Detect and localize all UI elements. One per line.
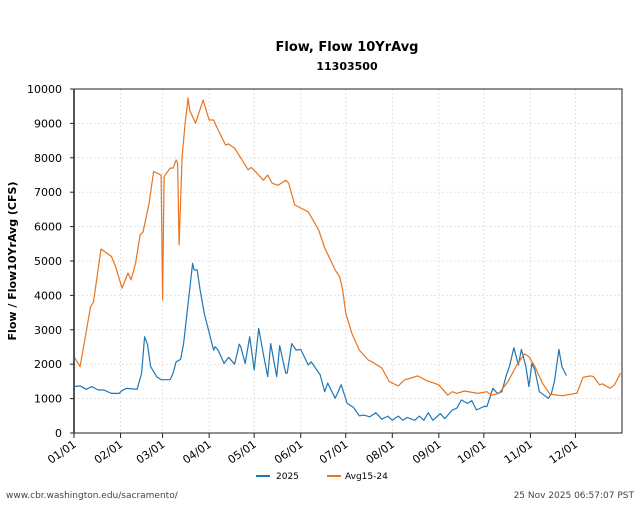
footer-url: www.cbr.washington.edu/sacramento/ xyxy=(6,491,179,501)
footer-timestamp: 25 Nov 2025 06:57:07 PST xyxy=(514,491,635,501)
grid-lines xyxy=(74,89,622,433)
y-axis-ticks: 0 1000 2000 3000 4000 5000 6000 7000 8000 9000 100… xyxy=(27,83,74,440)
y-tick-label: 1000 xyxy=(34,393,62,406)
legend: 2025 Avg15-24 xyxy=(256,472,388,482)
y-tick-label: 6000 xyxy=(34,221,62,234)
y-axis-label: Flow / Flow10YrAvg (CFS) xyxy=(6,182,19,341)
x-tick-label: 06/01 xyxy=(272,438,305,467)
series-line-2025 xyxy=(73,262,567,421)
x-tick-label: 10/01 xyxy=(455,438,488,467)
y-tick-label: 0 xyxy=(55,427,62,440)
x-tick-label: 04/01 xyxy=(180,438,213,467)
x-tick-label: 05/01 xyxy=(225,438,258,467)
series-line-avg15-24 xyxy=(73,97,622,397)
y-tick-label: 4000 xyxy=(34,289,62,302)
y-tick-label: 9000 xyxy=(34,117,62,130)
y-tick-label: 2000 xyxy=(34,358,62,371)
x-tick-label: 09/01 xyxy=(410,438,443,467)
plot-frame xyxy=(73,88,623,434)
chart-subtitle: 11303500 xyxy=(316,60,378,73)
series-lines xyxy=(73,97,622,421)
y-tick-label: 7000 xyxy=(34,186,62,199)
x-tick-label: 02/01 xyxy=(92,438,125,467)
y-tick-label: 5000 xyxy=(34,255,62,268)
x-tick-label: 11/01 xyxy=(502,438,535,467)
legend-label-avg: Avg15-24 xyxy=(345,472,388,482)
y-tick-label: 3000 xyxy=(34,324,62,337)
legend-label-2025: 2025 xyxy=(276,472,299,482)
y-tick-label: 10000 xyxy=(27,83,62,96)
x-tick-label: 03/01 xyxy=(134,438,167,467)
x-tick-label: 12/01 xyxy=(547,438,580,467)
x-tick-label: 07/01 xyxy=(317,438,350,467)
y-tick-label: 8000 xyxy=(34,152,62,165)
x-tick-label: 01/01 xyxy=(45,438,78,467)
chart-title: Flow, Flow 10YrAvg xyxy=(275,40,418,55)
x-tick-label: 08/01 xyxy=(364,438,397,467)
x-axis-ticks: 01/01 02/01 03/01 04/01 05/01 06/01 07/01 08/01… xyxy=(45,433,580,467)
